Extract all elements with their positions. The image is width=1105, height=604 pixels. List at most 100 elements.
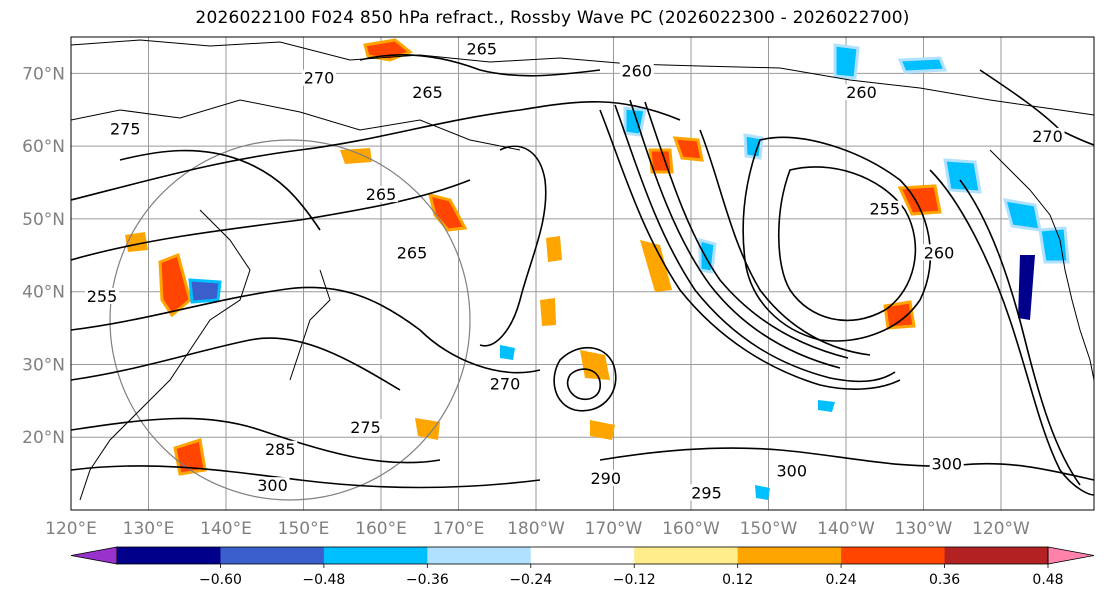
contour-label-bg [263,440,298,457]
shading-patch [818,400,835,412]
lon-label: 120°E [45,519,97,539]
contour-label: 300 [931,454,962,473]
shading-patch [897,56,948,74]
contour-label-bg [588,469,623,486]
lon-label: 160°E [355,519,407,539]
contour-label-bg [488,375,522,392]
shading-patch [580,350,610,380]
contour-labels: 265 260 265 270 260 275 270 265 255 260 255 265 270 2… [85,40,1065,502]
contour-label-bg [255,477,290,494]
contour-label: 300 [776,462,807,481]
colorbar-tick-label: 0.12 [722,572,753,588]
lon-label: 150°W [740,519,798,539]
colorbar-outline [116,546,1049,565]
colorbar-segment [841,547,946,564]
shading-patch [743,133,764,160]
lon-label: 150°E [278,519,330,539]
shading-patch [158,252,192,318]
map-content: 265 260 265 270 260 275 270 265 255 260 255 265 270 2… [71,37,1094,510]
contour-label: 275 [110,120,141,139]
contour-label-bg [364,186,398,203]
shading-patch [833,43,860,80]
reference-circle [109,139,471,501]
contour-label-bg [1030,127,1065,144]
colorbar-segment [944,547,1049,564]
lon-label: 130°E [123,519,175,539]
contour-label-bg [348,418,383,435]
contour-label: 265 [466,40,497,59]
latitude-labels: 70°N 60°N 50°N 40°N 30°N 20°N [22,64,65,448]
lon-label: 170°W [585,519,643,539]
colorbar-extend-low [70,546,118,565]
colorbar-tick-label: −0.36 [406,572,449,588]
shading-patch [540,298,556,326]
contour-label-bg [395,244,429,261]
lat-label: 40°N [22,283,65,303]
shading-patch [1038,226,1070,264]
shading-patch [640,240,672,292]
contour-label: 275 [350,418,381,437]
shading-patch [623,106,647,137]
contour-label: 265 [397,243,428,262]
colorbar-tick-label: 0.48 [1032,572,1063,588]
colorbar-tick-label: −0.24 [509,572,552,588]
lon-label: 140°W [817,519,875,539]
colorbar-extend-high [1047,546,1095,565]
lat-label: 60°N [22,137,65,157]
contour-label-bg [844,84,879,101]
colorbar-segment [737,547,842,564]
contour-label: 290 [590,469,621,488]
colorbar-segment [220,547,325,564]
contour-label: 260 [846,83,877,102]
lon-label: 180°W [507,519,565,539]
contour-label-bg [867,200,902,217]
contour-label-bg [922,244,956,261]
longitude-labels: 120°E 130°E 140°E 150°E 160°E 170°E 180°W 170°W… [45,519,1030,539]
contour-label-bg [774,462,809,479]
map-panel [71,37,1094,510]
contour-lines [71,54,1094,496]
contour-label: 255 [87,287,118,306]
colorbar-tick-label: −0.12 [613,572,656,588]
contour-label-bg [619,62,654,79]
contour-label: 295 [691,483,722,502]
colorbar-tick-label: 0.36 [929,572,960,588]
shading-patch [897,184,942,216]
coastlines [71,39,1094,501]
contour-label: 260 [621,61,652,80]
colorbar-segment [530,547,635,564]
shading-patch [672,136,704,162]
shading-patch [415,418,440,440]
shading-patch [883,300,916,330]
shading-patch [173,438,207,476]
contour-label: 255 [869,200,900,219]
anomaly-shading [125,38,1070,500]
contour-label-bg [929,455,964,472]
contour-label: 265 [366,185,397,204]
contour-label-bg [302,69,336,86]
colorbar-tick-label: −0.60 [199,572,242,588]
contour-label-bg [108,120,143,137]
colorbar-segment [427,547,532,564]
shading-patch [590,420,615,440]
colorbar-segment [634,547,739,564]
lat-label: 50°N [22,210,65,230]
shading-patch [546,236,562,262]
colorbar-tick-label: 0.24 [826,572,857,588]
contour-label: 270 [304,69,335,88]
contour-label-bg [410,84,445,101]
shading-patch [340,148,372,164]
shading-patch [943,158,982,194]
contour-label: 260 [924,243,955,262]
lon-label: 130°W [895,519,953,539]
colorbar-segment [323,547,428,564]
figure-title: 2026022100 F024 850 hPa refract., Rossby… [195,8,910,28]
lon-label: 170°E [433,519,485,539]
contour-label: 270 [1032,127,1063,146]
contour-label: 285 [265,440,296,459]
lon-label: 120°W [972,519,1030,539]
lat-label: 20°N [22,428,65,448]
lat-label: 70°N [22,64,65,84]
shading-patch [500,345,515,360]
